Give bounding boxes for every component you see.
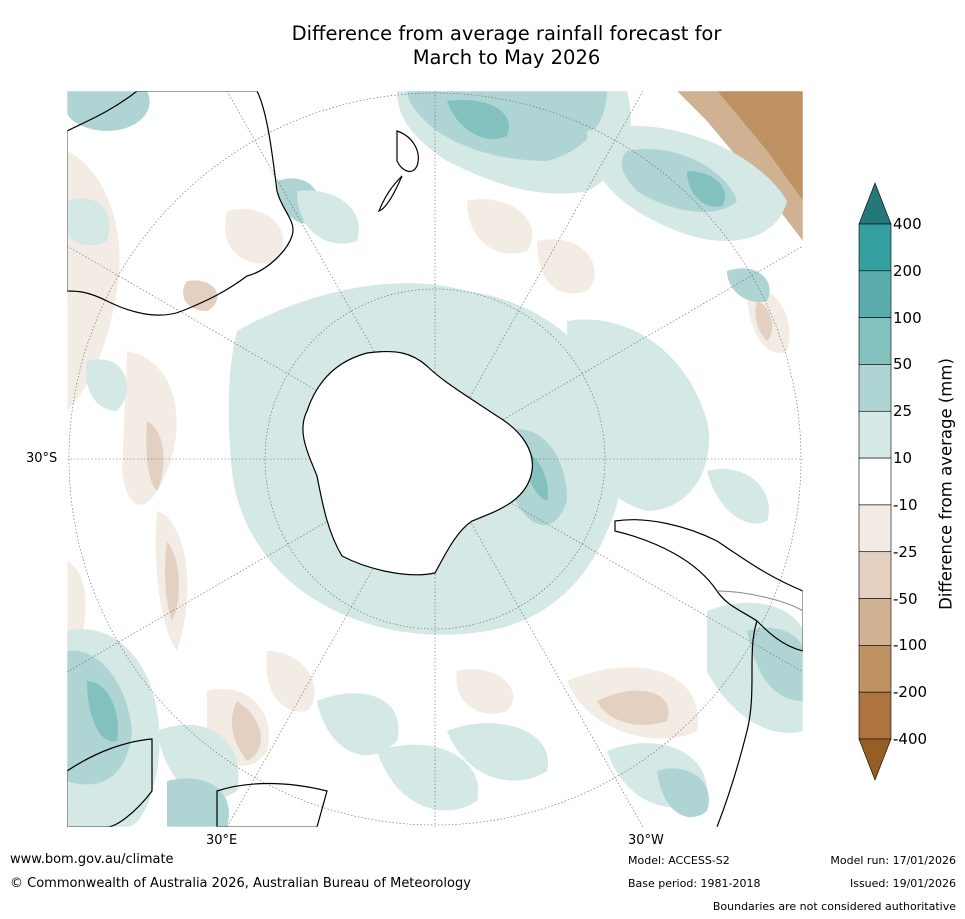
lat-label-30s: 30°S (26, 451, 58, 466)
africa-coastline (67, 738, 153, 827)
colorbar-tick-label: -400 (893, 730, 928, 748)
new-zealand-coastline (396, 130, 419, 173)
colorbar (858, 182, 892, 781)
base-period-text: Base period: 1981-2018 (628, 877, 761, 890)
colorbar-tick-label: -50 (893, 589, 918, 608)
disclaimer-text: Boundaries are not considered authoritat… (712, 900, 956, 913)
colorbar-tick-label: -10 (893, 495, 918, 514)
colorbar-segment (858, 270, 892, 318)
colorbar-tick-label: 10 (893, 449, 913, 468)
antarctica-coastline (302, 350, 534, 576)
colorbar-segment (858, 645, 892, 693)
colorbar-tick-label: 400 (893, 215, 922, 233)
rainfall-anomaly-map (67, 91, 803, 827)
colorbar-segment (858, 691, 892, 740)
colorbar-segment (858, 457, 892, 506)
colorbar-tick-label: 25 (893, 402, 913, 421)
colorbar-extend-top (858, 182, 892, 225)
lon-label-30w: 30°W (628, 833, 664, 848)
colorbar-segment (858, 364, 892, 412)
website-link[interactable]: www.bom.gov.au/climate (10, 852, 174, 867)
colorbar-tick-label: -200 (893, 683, 928, 702)
colorbar-segment (858, 410, 892, 459)
colorbar-tick-label: -100 (893, 636, 928, 655)
issued-text: Issued: 19/01/2026 (849, 877, 956, 890)
title-line-1: Difference from average rainfall forecas… (291, 22, 722, 45)
model-text: Model: ACCESS-S2 (628, 854, 730, 867)
colorbar-segment (858, 598, 892, 646)
colorbar-segment (858, 223, 892, 272)
title-line-2: March to May 2026 (412, 46, 601, 69)
colorbar-segment (858, 551, 892, 599)
model-run-text: Model run: 17/01/2026 (830, 854, 956, 867)
colorbar-title: Difference from average (mm) (936, 358, 956, 610)
colorbar-tick-label: 100 (893, 308, 922, 327)
colorbar-tick-label: 200 (893, 261, 922, 280)
lon-label-30e: 30°E (206, 833, 238, 848)
south-america-coastline (614, 519, 803, 652)
colorbar-extend-bottom (858, 738, 892, 781)
colorbar-segment (858, 504, 892, 553)
copyright-text: © Commonwealth of Australia 2026, Austra… (10, 876, 471, 891)
map-title: Difference from average rainfall forecas… (0, 22, 965, 70)
colorbar-tick-label: 50 (893, 355, 913, 374)
colorbar-tick-label: -25 (893, 542, 918, 561)
colorbar-segment (858, 317, 892, 365)
